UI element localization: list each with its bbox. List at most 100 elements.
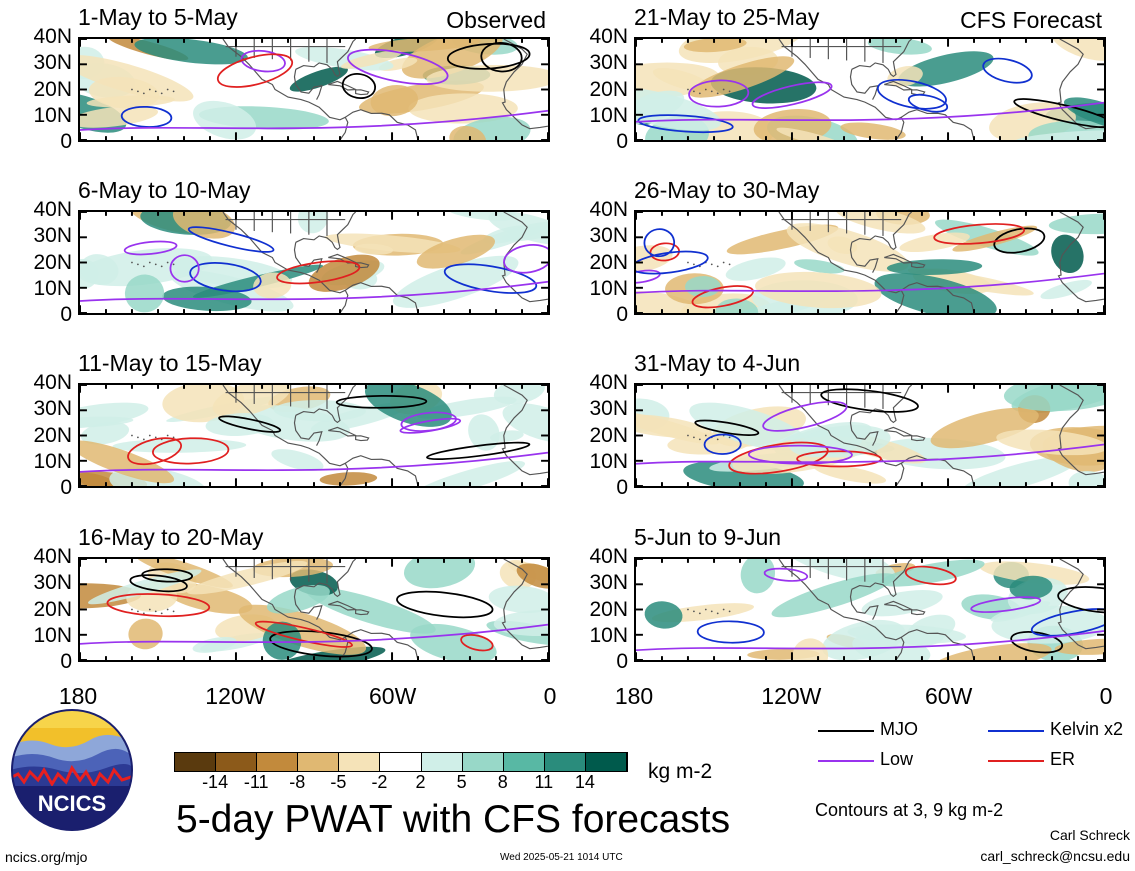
x-tick-label: 180 <box>58 683 98 709</box>
y-tick-label: 20N <box>33 597 72 621</box>
y-tick-label: 0 <box>60 130 72 153</box>
y-tick-label: 30N <box>33 397 72 421</box>
panel-title: 5-Jun to 9-Jun <box>634 524 782 550</box>
legend-swatch <box>818 760 874 762</box>
footer-url[interactable]: ncics.org/mjo <box>5 849 88 865</box>
legend-label: Kelvin x2 <box>1050 719 1124 739</box>
legend-label: MJO <box>880 719 918 739</box>
panel-title: 1-May to 5-May <box>78 4 238 30</box>
footer-timestamp: Wed 2025-05-21 1014 UTC <box>500 852 623 863</box>
colorbar-swatch <box>462 753 504 771</box>
y-tick-label: 40N <box>33 371 72 394</box>
y-tick-label: 40N <box>33 198 72 221</box>
panel-title: 11-May to 15-May <box>78 350 262 376</box>
y-tick-label: 30N <box>33 51 72 75</box>
y-tick-label: 40N <box>33 545 72 568</box>
y-tick-label: 0 <box>60 650 72 673</box>
y-tick-label: 10N <box>33 623 72 647</box>
y-tick-label: 20N <box>589 250 628 274</box>
svg-text:NCICS: NCICS <box>38 791 106 816</box>
colorbar-swatch <box>380 753 422 771</box>
panel-title: 21-May to 25-May <box>634 4 820 30</box>
footer-author: Carl Schreck <box>1049 827 1130 843</box>
legend-swatch <box>988 760 1044 762</box>
colorbar-label: -8 <box>289 772 306 792</box>
y-tick-label: 20N <box>33 77 72 101</box>
panel-title: 26-May to 30-May <box>634 177 820 203</box>
colorbar-swatch <box>298 753 340 771</box>
colorbar-label: 5 <box>456 772 467 792</box>
contour-note: Contours at 3, 9 kg m-2 <box>815 800 1004 820</box>
x-tick-label: 60W <box>369 683 417 709</box>
y-tick-label: 20N <box>33 250 72 274</box>
panel-title: 31-May to 4-Jun <box>634 350 801 376</box>
y-tick-label: 0 <box>616 303 628 326</box>
colorbar-label: 8 <box>497 772 508 792</box>
y-tick-label: 40N <box>589 545 628 568</box>
pwat-map <box>634 557 1106 662</box>
pwat-map <box>78 557 550 662</box>
y-tick-label: 10N <box>589 623 628 647</box>
pwat-map <box>78 383 550 488</box>
colorbar-swatch <box>503 753 545 771</box>
legend-label: Low <box>880 749 914 769</box>
y-tick-label: 40N <box>589 25 628 48</box>
panel-title: 6-May to 10-May <box>78 177 251 203</box>
pwat-map <box>78 37 550 142</box>
footer-email[interactable]: carl_schreck@ncsu.edu <box>980 848 1130 864</box>
y-tick-label: 0 <box>616 130 628 153</box>
pwat-map <box>634 37 1106 142</box>
y-tick-label: 20N <box>589 423 628 447</box>
y-tick-label: 0 <box>60 303 72 326</box>
colorbar-swatch <box>339 753 381 771</box>
y-tick-label: 40N <box>589 371 628 394</box>
y-tick-label: 10N <box>33 103 72 127</box>
y-tick-label: 10N <box>589 276 628 300</box>
colorbar-label: -2 <box>371 772 388 792</box>
colorbar-label: -5 <box>330 772 347 792</box>
y-tick-label: 30N <box>589 571 628 595</box>
y-tick-label: 20N <box>589 77 628 101</box>
colorbar-swatch <box>216 753 258 771</box>
y-tick-label: 30N <box>589 51 628 75</box>
x-tick-label: 120W <box>205 683 266 709</box>
y-tick-label: 10N <box>589 449 628 473</box>
y-tick-label: 10N <box>33 449 72 473</box>
x-tick-label: 120W <box>761 683 822 709</box>
y-tick-label: 20N <box>33 423 72 447</box>
colorbar-swatch <box>421 753 463 771</box>
y-tick-label: 30N <box>33 571 72 595</box>
y-tick-label: 10N <box>33 276 72 300</box>
panel-title: 16-May to 20-May <box>78 524 264 550</box>
colorbar-label: 2 <box>415 772 426 792</box>
y-tick-label: 30N <box>33 224 72 248</box>
y-tick-label: 30N <box>589 224 628 248</box>
colorbar-label: 11 <box>534 772 554 792</box>
legend-swatch <box>988 730 1044 732</box>
colorbar-label: -11 <box>243 772 269 792</box>
y-tick-label: 0 <box>616 476 628 499</box>
colorbar <box>174 752 628 772</box>
y-tick-label: 0 <box>60 476 72 499</box>
colorbar-swatch <box>585 753 628 771</box>
ncics-logo: NCICS <box>10 708 134 832</box>
y-tick-label: 0 <box>616 650 628 673</box>
colorbar-unit: kg m-2 <box>648 760 713 783</box>
colorbar-label: -14 <box>202 772 229 792</box>
x-tick-label: 60W <box>925 683 973 709</box>
colorbar-swatch <box>175 753 217 771</box>
x-tick-label: 0 <box>1099 683 1113 709</box>
colorbar-label: 14 <box>574 772 595 792</box>
pwat-map <box>78 210 550 315</box>
colorbar-swatch <box>257 753 299 771</box>
panel-tag: CFS Forecast <box>960 7 1102 33</box>
x-tick-label: 180 <box>614 683 654 709</box>
x-tick-label: 0 <box>543 683 557 709</box>
panel-tag: Observed <box>446 7 546 33</box>
y-tick-label: 40N <box>33 25 72 48</box>
y-tick-label: 30N <box>589 397 628 421</box>
y-tick-label: 10N <box>589 103 628 127</box>
colorbar-swatch <box>544 753 586 771</box>
y-tick-label: 20N <box>589 597 628 621</box>
y-tick-label: 40N <box>589 198 628 221</box>
